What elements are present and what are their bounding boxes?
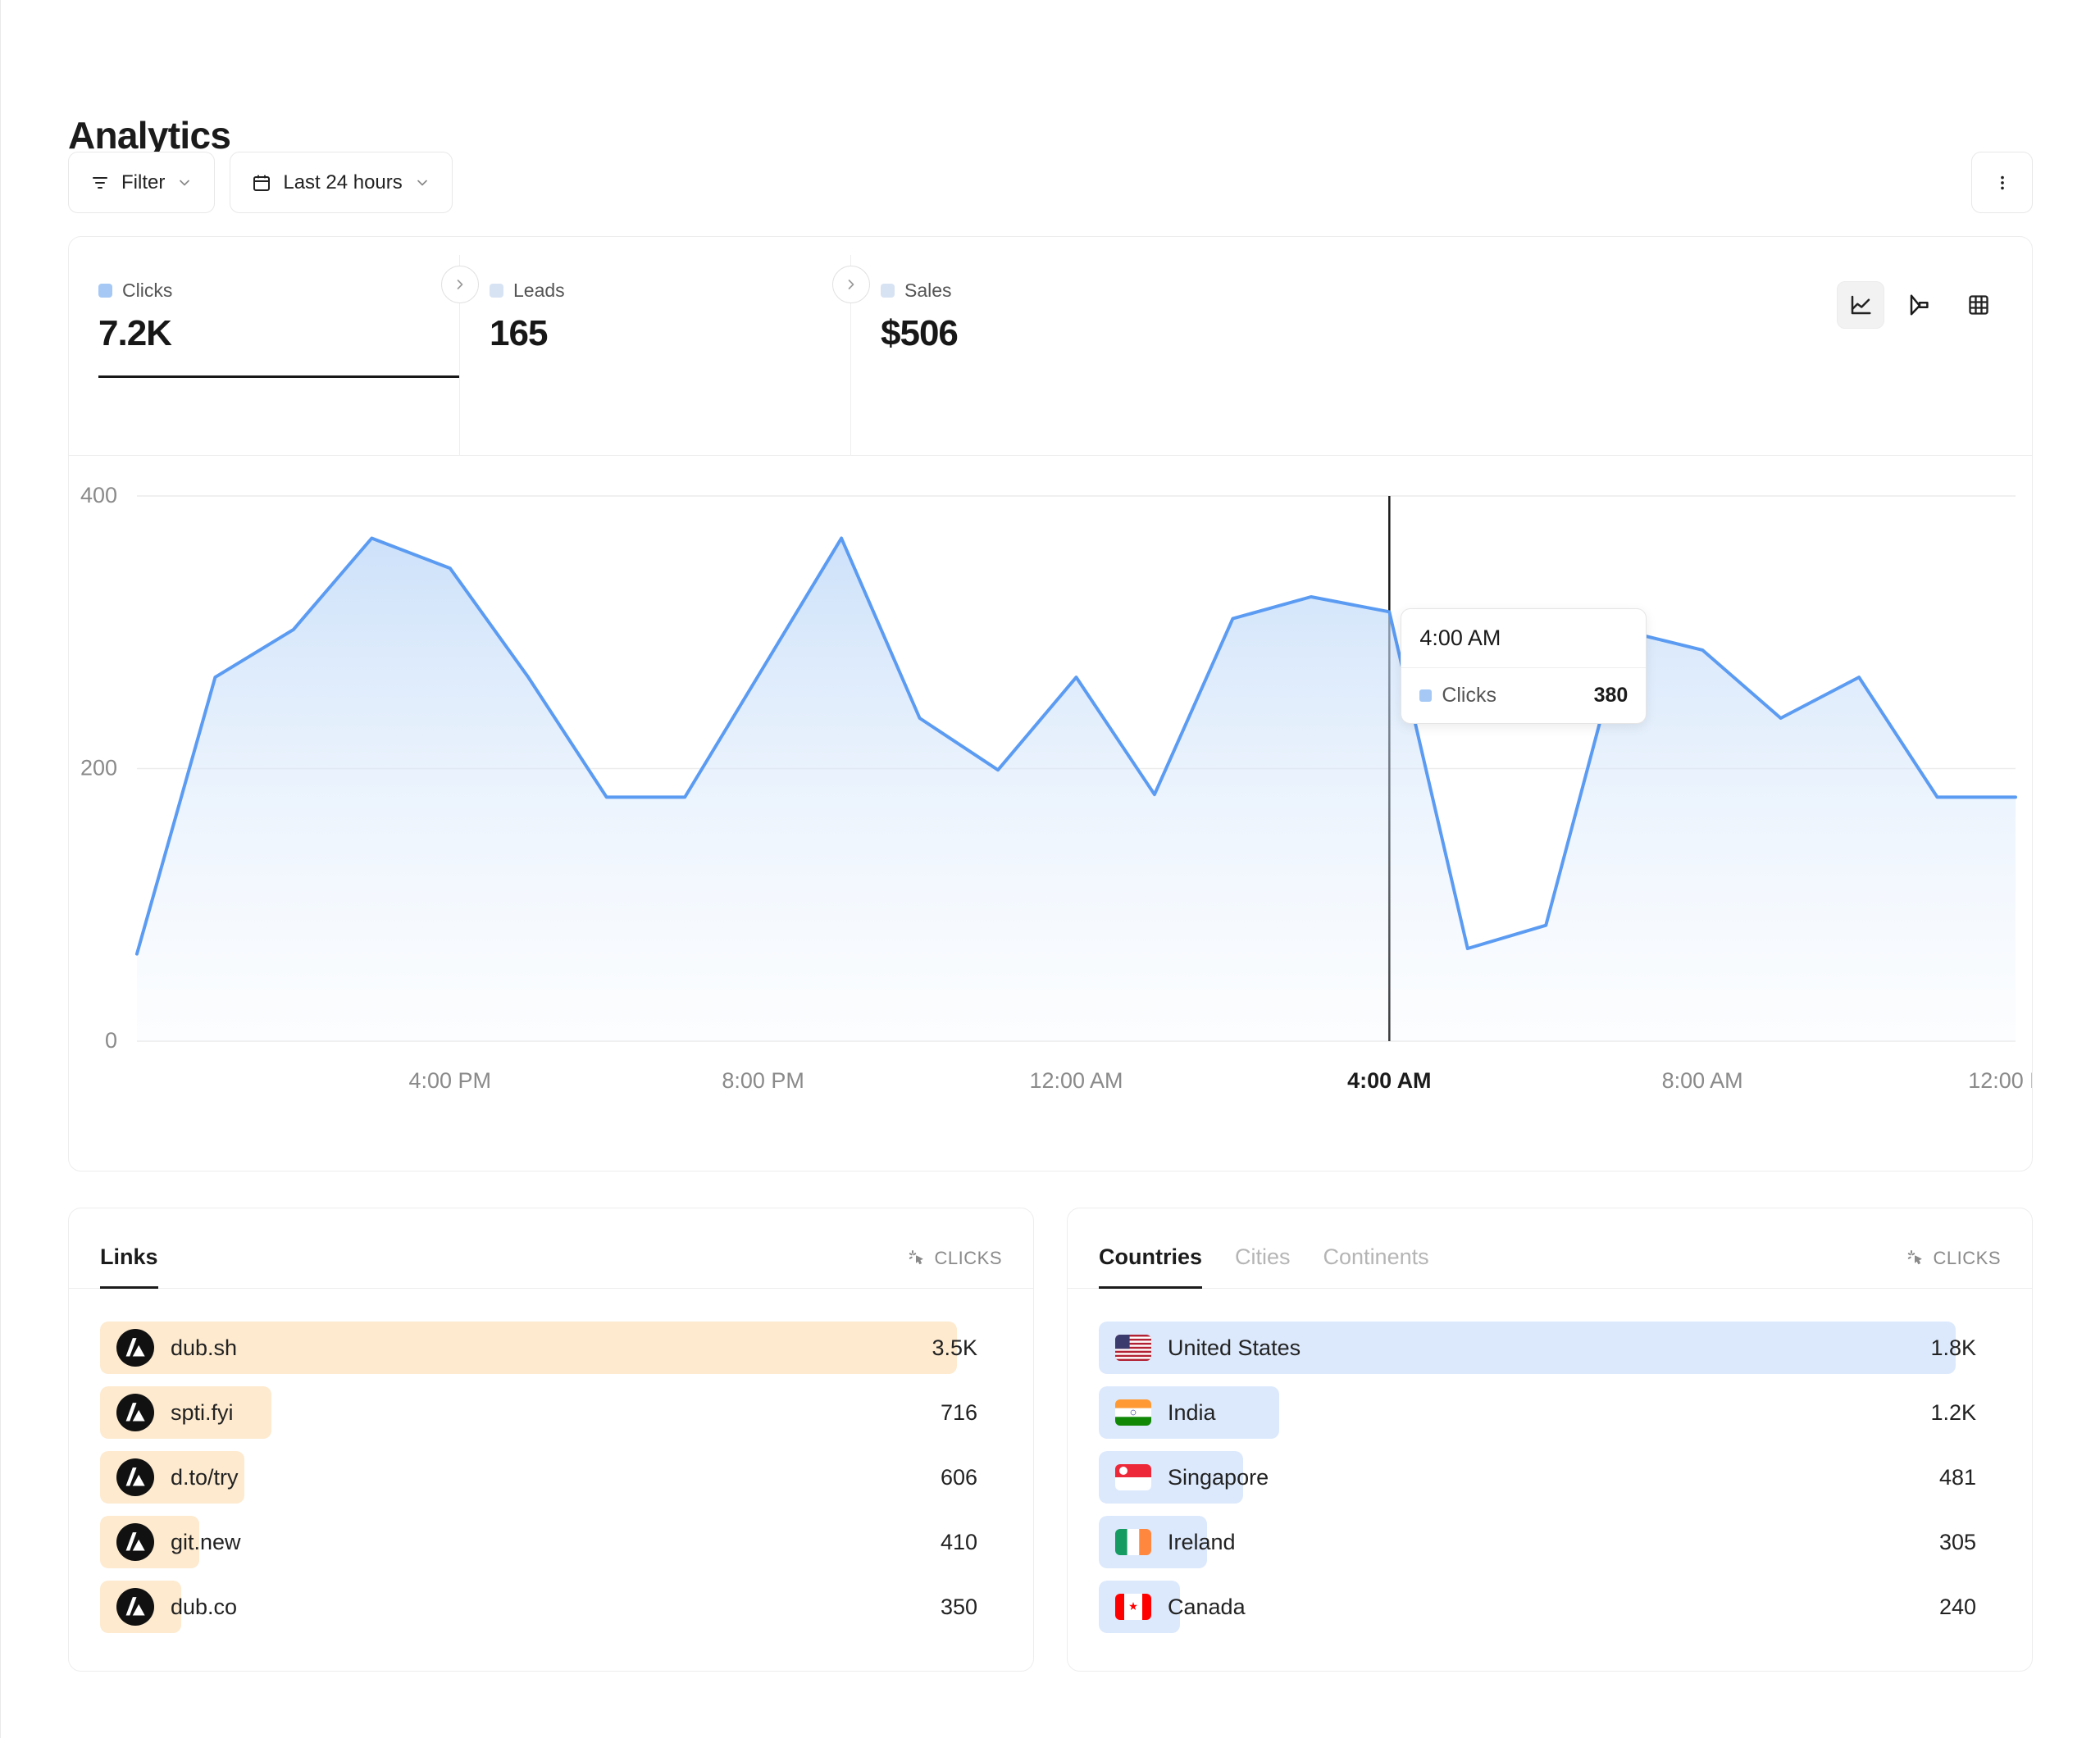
svg-text:4:00 PM: 4:00 PM — [409, 1068, 491, 1093]
svg-text:4:00 AM: 4:00 AM — [1347, 1068, 1431, 1093]
svg-text:8:00 AM: 8:00 AM — [1662, 1068, 1743, 1093]
svg-text:12:00 AM: 12:00 AM — [1029, 1068, 1123, 1093]
svg-text:200: 200 — [80, 755, 117, 780]
svg-text:8:00 PM: 8:00 PM — [722, 1068, 804, 1093]
svg-text:0: 0 — [105, 1028, 117, 1053]
svg-text:400: 400 — [80, 483, 117, 507]
svg-text:12:00 PM: 12:00 PM — [1968, 1068, 2032, 1093]
